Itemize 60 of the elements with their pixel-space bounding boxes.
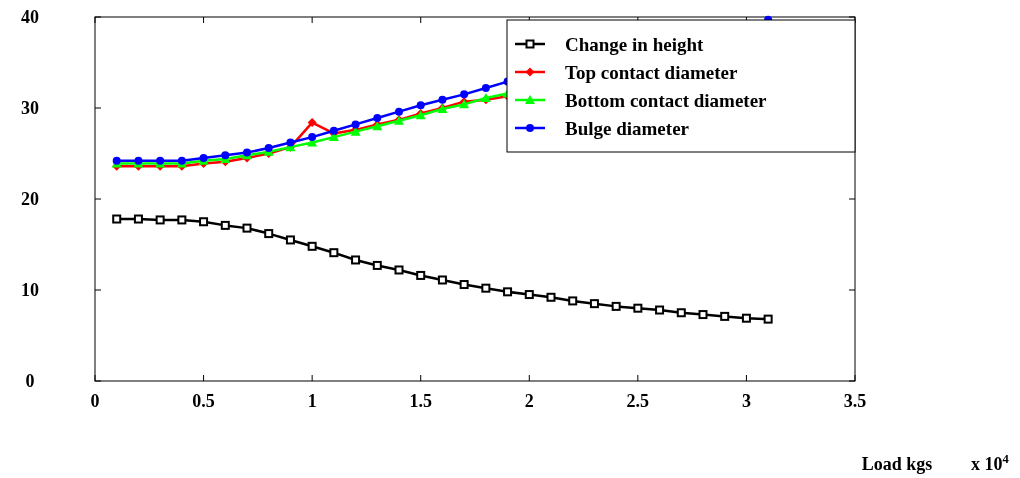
point xyxy=(741,313,751,323)
point xyxy=(568,296,578,306)
point xyxy=(308,133,317,142)
point xyxy=(546,292,556,302)
point xyxy=(633,303,643,313)
y-tick-label: 30 xyxy=(21,98,39,119)
point xyxy=(698,310,708,320)
legend-label: Bottom contact diameter xyxy=(565,89,768,111)
text: x 10$^{4}$ xyxy=(971,452,1010,474)
point xyxy=(177,215,187,225)
point xyxy=(481,83,490,92)
legend-label: Bulge diameter xyxy=(565,117,690,139)
point xyxy=(351,255,361,265)
point xyxy=(655,305,665,315)
point xyxy=(220,220,230,230)
x-tick-label: 0 xyxy=(90,391,100,411)
point xyxy=(307,241,317,251)
point xyxy=(763,314,773,324)
point xyxy=(307,118,317,128)
x-tick-label: 1 xyxy=(307,391,317,411)
point xyxy=(437,275,447,285)
x-tick-label: 0.5 xyxy=(192,391,215,411)
point xyxy=(373,114,382,123)
x-tick-label: 2.5 xyxy=(626,391,650,411)
point xyxy=(459,280,469,290)
x-tick-label: 3.5 xyxy=(843,391,867,411)
point xyxy=(481,283,491,293)
legend-label: Top contact diameter xyxy=(565,61,738,83)
x-tick-label: 3 xyxy=(741,391,751,411)
point xyxy=(676,308,686,318)
point xyxy=(155,215,165,225)
point xyxy=(416,101,425,110)
y-tick-label: 0 xyxy=(25,371,35,392)
point xyxy=(416,270,426,280)
x-tick-label: 2 xyxy=(524,391,534,411)
y-tick-label: 20 xyxy=(21,189,39,210)
point xyxy=(395,107,403,116)
point xyxy=(199,217,209,227)
legend-label: Change in height xyxy=(565,33,704,55)
point xyxy=(611,301,621,311)
point xyxy=(242,223,252,233)
point xyxy=(372,260,382,270)
point xyxy=(394,265,404,275)
point xyxy=(286,138,295,147)
point xyxy=(351,120,360,129)
point xyxy=(503,287,513,297)
point xyxy=(720,311,730,321)
point xyxy=(329,248,339,258)
point xyxy=(112,214,122,224)
point xyxy=(264,229,274,239)
x-axis-title: Load kgs xyxy=(861,454,933,474)
x-tick-label: 1.5 xyxy=(409,391,432,411)
point xyxy=(460,90,469,99)
point xyxy=(524,290,534,300)
point xyxy=(589,299,599,309)
y-tick-label: 40 xyxy=(21,7,39,28)
y-tick-label: 10 xyxy=(21,280,39,301)
point xyxy=(285,235,295,245)
point xyxy=(438,95,447,104)
point xyxy=(133,214,143,224)
